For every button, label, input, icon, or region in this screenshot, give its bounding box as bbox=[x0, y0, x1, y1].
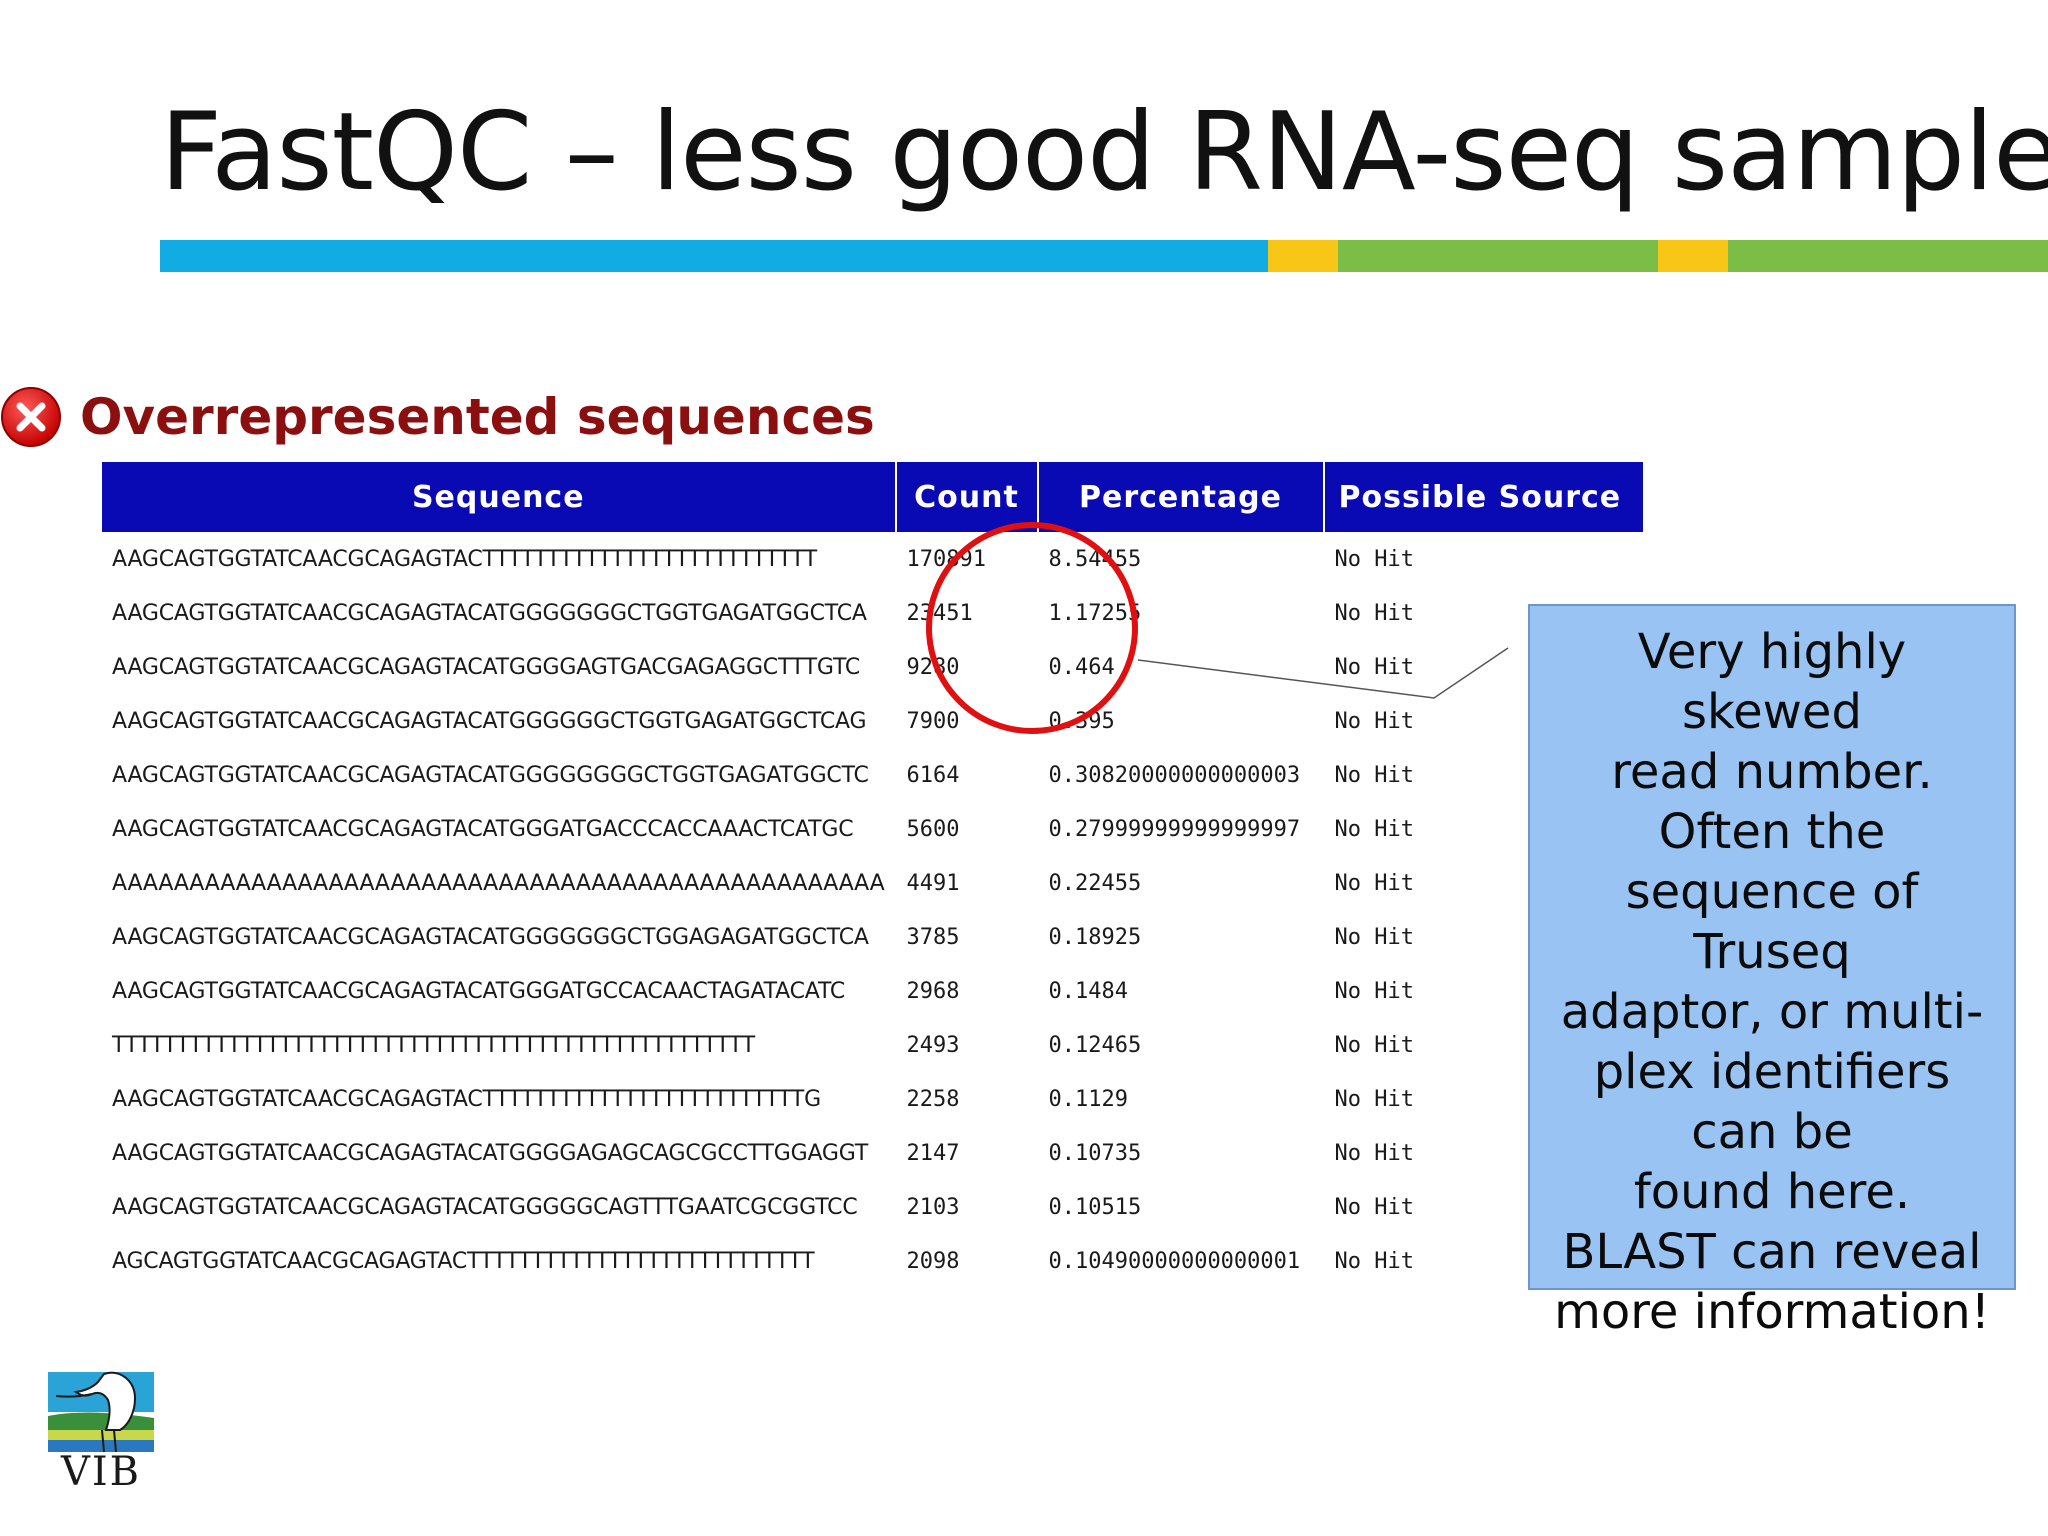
cell-count: 4491 bbox=[906, 870, 960, 896]
error-icon bbox=[1, 387, 61, 447]
title-bar-segment-blue bbox=[160, 240, 1268, 272]
cell-sequence: AAGCAGTGGTATCAACGCAGAGTACATGGGATGCCACAAC… bbox=[112, 978, 846, 1004]
cell-sequence: AAGCAGTGGTATCAACGCAGAGTACTTTTTTTTTTTTTTT… bbox=[112, 546, 818, 572]
cell-percentage: 0.1484 bbox=[1048, 978, 1128, 1004]
cell-count: 3785 bbox=[906, 924, 960, 950]
cell-count: 6164 bbox=[906, 762, 960, 788]
table-row: AAGCAGTGGTATCAACGCAGAGTACATGGGGGCAGTTTGA… bbox=[102, 1180, 1643, 1234]
callout-line: more information! bbox=[1554, 1284, 1990, 1340]
callout-line: found here. bbox=[1633, 1164, 1911, 1220]
cell-count: 2493 bbox=[906, 1032, 960, 1058]
cell-sequence: AAGCAGTGGTATCAACGCAGAGTACATGGGGAGTGACGAG… bbox=[112, 654, 861, 680]
callout-line: plex identifiers bbox=[1593, 1044, 1951, 1100]
table-row: AGCAGTGGTATCAACGCAGAGTACTTTTTTTTTTTTTTTT… bbox=[102, 1234, 1643, 1288]
cell-possible-source: No Hit bbox=[1334, 870, 1414, 896]
header-percentage: Percentage bbox=[1038, 462, 1323, 532]
cell-percentage: 0.10490000000000001 bbox=[1048, 1248, 1301, 1274]
cell-possible-source: No Hit bbox=[1334, 708, 1414, 734]
cell-possible-source: No Hit bbox=[1334, 816, 1414, 842]
callout-note: Very highly skewed read number. Often the s… bbox=[1528, 604, 2016, 1340]
section-title: Overrepresented sequences bbox=[80, 388, 875, 446]
cell-percentage: 0.18925 bbox=[1048, 924, 1142, 950]
title-bar-segment-green bbox=[1338, 240, 1658, 272]
callout-line: Often the bbox=[1658, 804, 1886, 860]
cell-sequence: AGCAGTGGTATCAACGCAGAGTACTTTTTTTTTTTTTTTT… bbox=[112, 1248, 815, 1274]
cell-count: 2103 bbox=[906, 1194, 960, 1220]
cell-possible-source: No Hit bbox=[1334, 1194, 1414, 1220]
table-row: AAGCAGTGGTATCAACGCAGAGTACATGGGGGGGCTGGTG… bbox=[102, 586, 1643, 640]
cell-sequence: AAAAAAAAAAAAAAAAAAAAAAAAAAAAAAAAAAAAAAAA… bbox=[112, 870, 885, 896]
cell-percentage: 0.10735 bbox=[1048, 1140, 1142, 1166]
header-count: Count bbox=[896, 462, 1037, 532]
cell-count: 7900 bbox=[906, 708, 960, 734]
cell-possible-source: No Hit bbox=[1334, 546, 1414, 572]
cell-percentage: 0.27999999999999997 bbox=[1048, 816, 1301, 842]
cell-percentage: 0.22455 bbox=[1048, 870, 1142, 896]
header-sequence: Sequence bbox=[102, 462, 895, 532]
table-row: AAGCAGTGGTATCAACGCAGAGTACATGGGGAGAGCAGCG… bbox=[102, 1126, 1643, 1180]
cell-possible-source: No Hit bbox=[1334, 1086, 1414, 1112]
table-row: AAGCAGTGGTATCAACGCAGAGTACATGGGATGCCACAAC… bbox=[102, 964, 1643, 1018]
header-possible-source: Possible Source bbox=[1324, 462, 1643, 532]
table-row: AAGCAGTGGTATCAACGCAGAGTACATGGGGGGCTGGTGA… bbox=[102, 694, 1643, 748]
cell-count: 2147 bbox=[906, 1140, 960, 1166]
callout-line: read number. bbox=[1611, 744, 1933, 800]
table-row: AAAAAAAAAAAAAAAAAAAAAAAAAAAAAAAAAAAAAAAA… bbox=[102, 856, 1643, 910]
cell-percentage: 0.30820000000000003 bbox=[1048, 762, 1301, 788]
callout-line: sequence of Truseq bbox=[1625, 864, 1919, 980]
vib-logo bbox=[48, 1370, 154, 1453]
title-accent-bar bbox=[160, 240, 2048, 272]
cell-sequence: AAGCAGTGGTATCAACGCAGAGTACATGGGGGGGGCTGGT… bbox=[112, 762, 869, 788]
cell-sequence: AAGCAGTGGTATCAACGCAGAGTACATGGGGAGAGCAGCG… bbox=[112, 1140, 869, 1166]
overrepresented-sequences-table: Sequence Count Percentage Possible Sourc… bbox=[100, 462, 1645, 1288]
cell-count: 2098 bbox=[906, 1248, 960, 1274]
cell-percentage: 0.12465 bbox=[1048, 1032, 1142, 1058]
callout-line: BLAST can reveal bbox=[1562, 1224, 1982, 1280]
table-row: AAGCAGTGGTATCAACGCAGAGTACATGGGATGACCCACC… bbox=[102, 802, 1643, 856]
cell-sequence: TTTTTTTTTTTTTTTTTTTTTTTTTTTTTTTTTTTTTTTT… bbox=[112, 1032, 755, 1058]
cell-count: 5600 bbox=[906, 816, 960, 842]
cell-count: 2258 bbox=[906, 1086, 960, 1112]
table-row: AAGCAGTGGTATCAACGCAGAGTACATGGGGGGGCTGGAG… bbox=[102, 910, 1643, 964]
callout-line: Very highly skewed bbox=[1637, 624, 1907, 740]
callout-line: can be bbox=[1691, 1104, 1853, 1160]
table-header-row: Sequence Count Percentage Possible Sourc… bbox=[102, 462, 1643, 532]
table-row: AAGCAGTGGTATCAACGCAGAGTACTTTTTTTTTTTTTTT… bbox=[102, 532, 1643, 586]
cell-possible-source: No Hit bbox=[1334, 762, 1414, 788]
cell-percentage: 0.10515 bbox=[1048, 1194, 1142, 1220]
cell-possible-source: No Hit bbox=[1334, 978, 1414, 1004]
table-row: AAGCAGTGGTATCAACGCAGAGTACATGGGGGGGGCTGGT… bbox=[102, 748, 1643, 802]
cell-sequence: AAGCAGTGGTATCAACGCAGAGTACATGGGGGGGCTGGAG… bbox=[112, 924, 869, 950]
vib-logo-text: VIB bbox=[60, 1449, 142, 1495]
cell-sequence: AAGCAGTGGTATCAACGCAGAGTACATGGGATGACCCACC… bbox=[112, 816, 854, 842]
table-row: AAGCAGTGGTATCAACGCAGAGTACTTTTTTTTTTTTTTT… bbox=[102, 1072, 1643, 1126]
table-body: AAGCAGTGGTATCAACGCAGAGTACTTTTTTTTTTTTTTT… bbox=[102, 532, 1643, 1288]
cell-sequence: AAGCAGTGGTATCAACGCAGAGTACATGGGGGGGCTGGTG… bbox=[112, 600, 867, 626]
highlight-circle bbox=[926, 522, 1138, 734]
table-row: TTTTTTTTTTTTTTTTTTTTTTTTTTTTTTTTTTTTTTTT… bbox=[102, 1018, 1643, 1072]
cell-possible-source: No Hit bbox=[1334, 1248, 1414, 1274]
cell-possible-source: No Hit bbox=[1334, 1032, 1414, 1058]
cell-possible-source: No Hit bbox=[1334, 1140, 1414, 1166]
slide-title: FastQC – less good RNA-seq sample bbox=[160, 90, 2048, 215]
title-bar-segment-yellow bbox=[1268, 240, 1338, 272]
cell-sequence: AAGCAGTGGTATCAACGCAGAGTACTTTTTTTTTTTTTTT… bbox=[112, 1086, 822, 1112]
cell-possible-source: No Hit bbox=[1334, 924, 1414, 950]
cell-sequence: AAGCAGTGGTATCAACGCAGAGTACATGGGGGCAGTTTGA… bbox=[112, 1194, 858, 1220]
callout-line: adaptor, or multi- bbox=[1560, 984, 1984, 1040]
section-header: Overrepresented sequences bbox=[0, 380, 1000, 460]
cell-percentage: 0.1129 bbox=[1048, 1086, 1128, 1112]
table-row: AAGCAGTGGTATCAACGCAGAGTACATGGGGAGTGACGAG… bbox=[102, 640, 1643, 694]
cell-possible-source: No Hit bbox=[1334, 600, 1414, 626]
cell-sequence: AAGCAGTGGTATCAACGCAGAGTACATGGGGGGCTGGTGA… bbox=[112, 708, 867, 734]
title-bar-segment-green-2 bbox=[1728, 240, 2048, 272]
title-bar-segment-yellow-2 bbox=[1658, 240, 1728, 272]
cell-count: 2968 bbox=[906, 978, 960, 1004]
